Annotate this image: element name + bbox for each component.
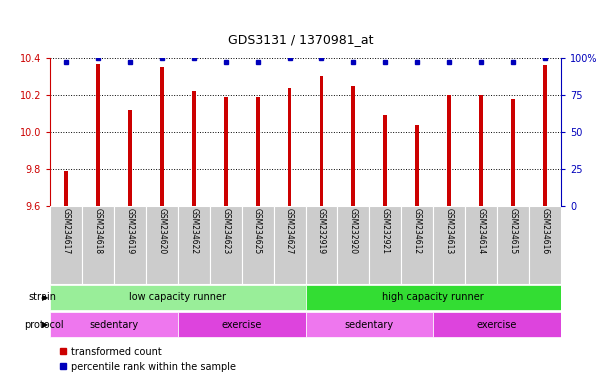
- Text: GSM234613: GSM234613: [445, 209, 454, 255]
- Bar: [50, 206, 82, 284]
- Text: ▶: ▶: [42, 293, 49, 302]
- Bar: [433, 206, 465, 284]
- Bar: [497, 206, 529, 284]
- Bar: [178, 311, 305, 338]
- Bar: [96, 63, 100, 206]
- Bar: [511, 99, 515, 206]
- Bar: [415, 124, 419, 206]
- Text: protocol: protocol: [24, 319, 64, 329]
- Text: low capacity runner: low capacity runner: [129, 293, 226, 303]
- Text: strain: strain: [28, 293, 56, 303]
- Bar: [447, 95, 451, 206]
- Text: GSM232919: GSM232919: [317, 209, 326, 255]
- Text: GDS3131 / 1370981_at: GDS3131 / 1370981_at: [228, 33, 373, 46]
- Text: GSM232920: GSM232920: [349, 209, 358, 255]
- Bar: [305, 285, 561, 310]
- Bar: [128, 110, 132, 206]
- Bar: [543, 65, 547, 206]
- Text: high capacity runner: high capacity runner: [382, 293, 484, 303]
- Text: GSM234615: GSM234615: [508, 209, 517, 255]
- Bar: [383, 115, 387, 206]
- Text: GSM234623: GSM234623: [221, 209, 230, 255]
- Bar: [224, 97, 228, 206]
- Bar: [255, 97, 260, 206]
- Bar: [479, 95, 483, 206]
- Bar: [50, 285, 305, 310]
- Bar: [433, 311, 561, 338]
- Text: GSM234627: GSM234627: [285, 209, 294, 255]
- Text: GSM234616: GSM234616: [540, 209, 549, 255]
- Text: GSM234614: GSM234614: [477, 209, 486, 255]
- Text: exercise: exercise: [477, 319, 517, 329]
- Bar: [210, 206, 242, 284]
- Text: sedentary: sedentary: [90, 319, 138, 329]
- Bar: [465, 206, 497, 284]
- Text: GSM234617: GSM234617: [61, 209, 70, 255]
- Text: GSM234620: GSM234620: [157, 209, 166, 255]
- Legend: transformed count, percentile rank within the sample: transformed count, percentile rank withi…: [55, 343, 240, 376]
- Text: GSM234622: GSM234622: [189, 209, 198, 255]
- Text: GSM234612: GSM234612: [413, 209, 422, 255]
- Bar: [305, 206, 337, 284]
- Bar: [64, 171, 68, 206]
- Bar: [160, 67, 163, 206]
- Bar: [401, 206, 433, 284]
- Bar: [242, 206, 273, 284]
- Text: exercise: exercise: [221, 319, 262, 329]
- Bar: [178, 206, 210, 284]
- Bar: [273, 206, 305, 284]
- Text: ▶: ▶: [42, 320, 49, 329]
- Text: sedentary: sedentary: [345, 319, 394, 329]
- Text: GSM234625: GSM234625: [253, 209, 262, 255]
- Bar: [529, 206, 561, 284]
- Bar: [320, 76, 323, 206]
- Text: GSM234619: GSM234619: [126, 209, 135, 255]
- Text: GSM232921: GSM232921: [381, 209, 390, 254]
- Bar: [50, 311, 178, 338]
- Text: GSM234618: GSM234618: [93, 209, 102, 255]
- Bar: [370, 206, 401, 284]
- Bar: [192, 91, 196, 206]
- Bar: [82, 206, 114, 284]
- Bar: [337, 206, 370, 284]
- Bar: [114, 206, 146, 284]
- Bar: [352, 86, 355, 206]
- Bar: [146, 206, 178, 284]
- Bar: [305, 311, 433, 338]
- Bar: [288, 88, 291, 206]
